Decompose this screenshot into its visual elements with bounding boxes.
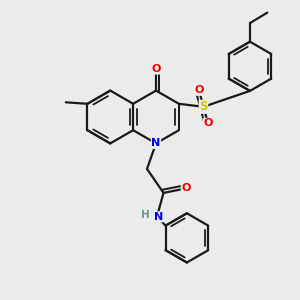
Text: O: O [181, 183, 191, 194]
Text: O: O [194, 85, 204, 95]
Text: S: S [199, 100, 208, 113]
Text: O: O [151, 64, 161, 74]
Text: N: N [154, 212, 163, 222]
Text: O: O [203, 118, 213, 128]
Text: N: N [152, 138, 160, 148]
Text: H: H [141, 209, 150, 220]
